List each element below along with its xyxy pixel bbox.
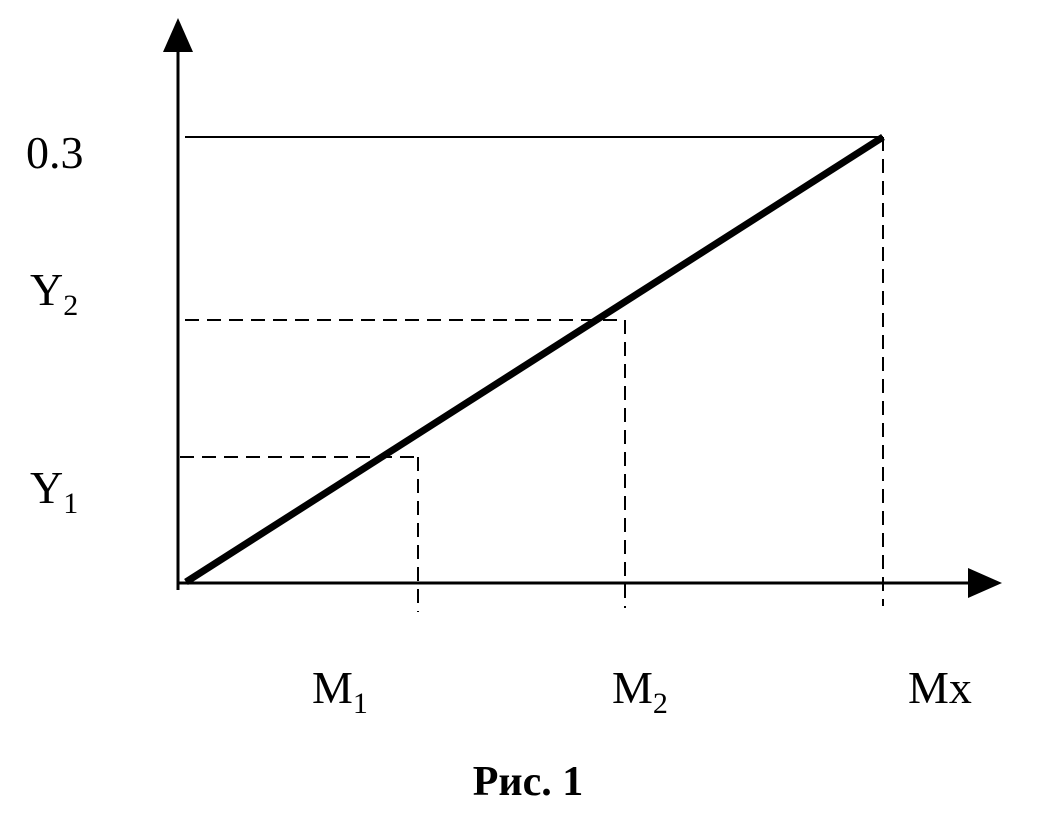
- x-label-main: M: [612, 662, 653, 713]
- x-label: M2: [612, 662, 668, 720]
- x-label-main: M: [312, 662, 353, 713]
- x-label-sub: 1: [353, 687, 368, 720]
- trend-line: [184, 134, 885, 585]
- caption: Рис. 1: [473, 759, 584, 805]
- y-label-main: Y: [30, 264, 63, 315]
- y-label-sub: 1: [63, 487, 78, 520]
- x-label: Mx: [908, 662, 972, 713]
- y-label-sub: 2: [63, 289, 78, 322]
- x-label-main: Mx: [908, 662, 972, 713]
- x-axis-arrow: [968, 568, 1002, 598]
- x-label: M1: [312, 662, 368, 720]
- y-label: 0.3: [26, 127, 84, 178]
- y-label: Y2: [30, 264, 78, 322]
- y-axis-arrow: [163, 18, 193, 52]
- x-label-sub: 2: [653, 687, 668, 720]
- y-label-main: 0.3: [26, 127, 84, 178]
- y-label-main: Y: [30, 462, 63, 513]
- y-label: Y1: [30, 462, 78, 520]
